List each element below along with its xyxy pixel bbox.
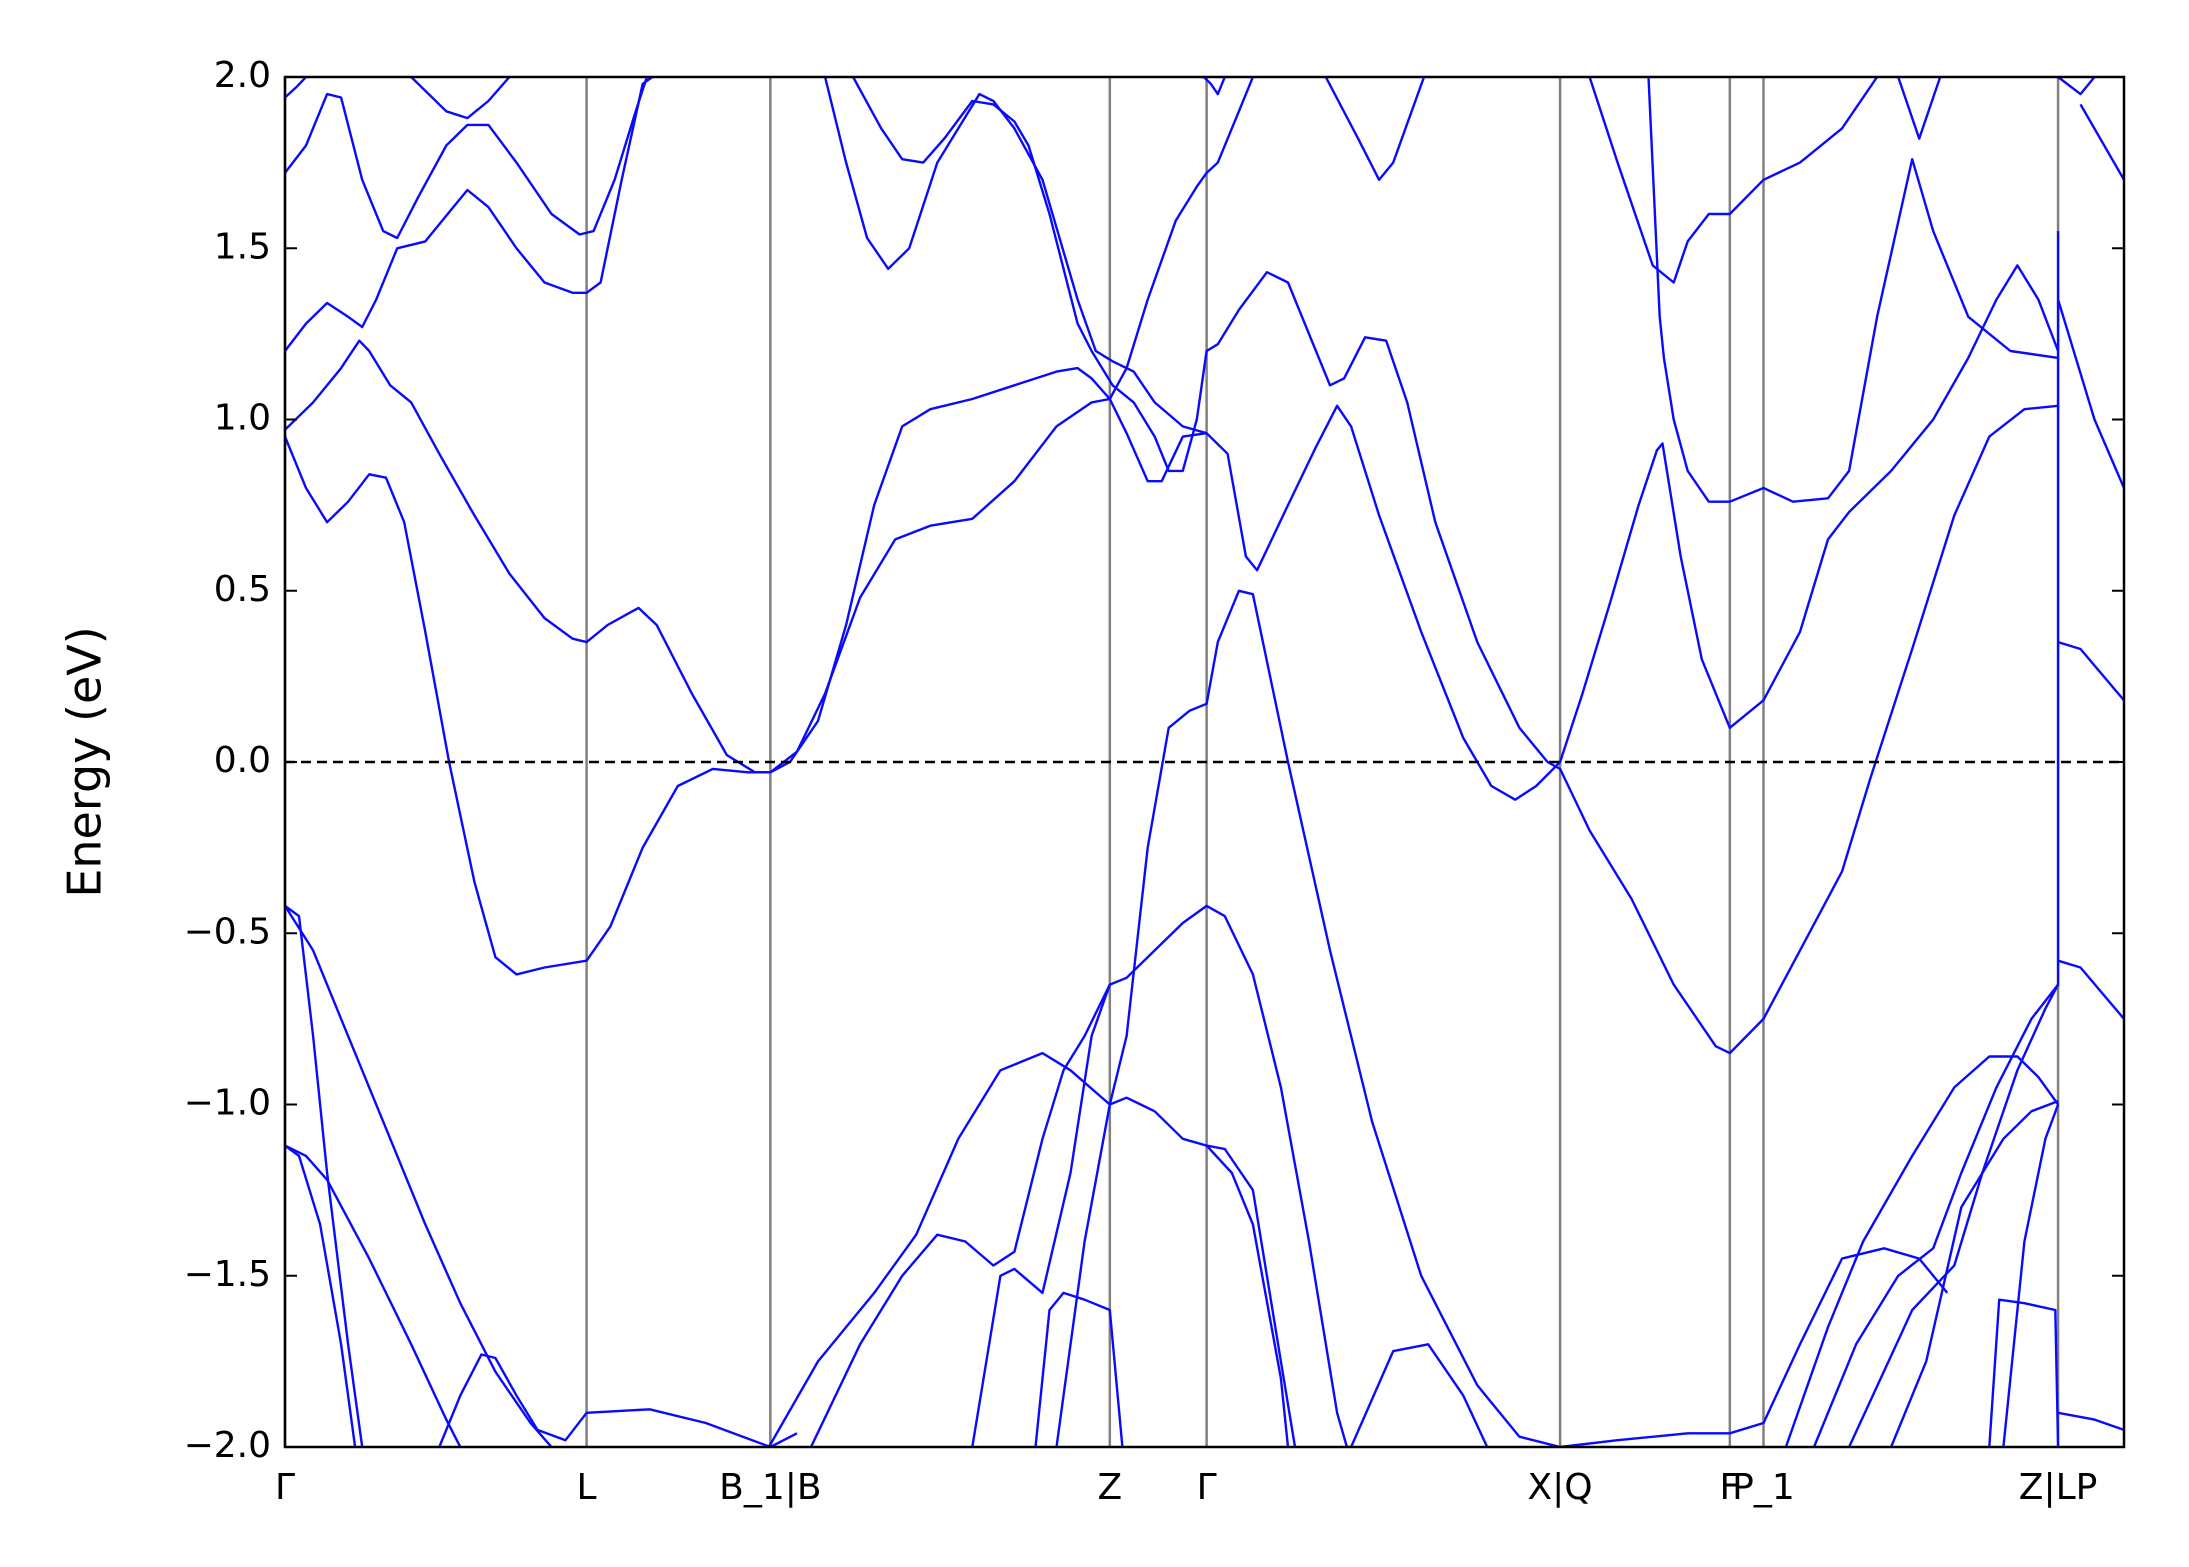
x-tick-label: P_1 (1732, 1467, 1795, 1508)
band-line (1812, 983, 2060, 1447)
band-line (438, 1353, 798, 1447)
band-line (2057, 77, 2096, 96)
y-tick-label: 0.5 (214, 569, 271, 610)
band-line (1205, 1144, 1290, 1447)
band-line (2002, 1104, 2060, 1447)
band-line (285, 264, 2060, 976)
band-line (285, 77, 654, 352)
band-line (1889, 1099, 2059, 1447)
band-line (410, 77, 511, 120)
y-axis-label: Energy (eV) (58, 626, 112, 897)
band-line (1350, 1343, 1489, 1447)
y-tick-label: 0.0 (214, 740, 271, 781)
band-line (285, 1144, 462, 1447)
axes-frame (283, 75, 2126, 1449)
y-tick-label: 1.5 (214, 226, 271, 267)
y-tick-label: −0.5 (184, 911, 271, 952)
band-line (285, 1144, 357, 1447)
band-line (1055, 589, 1949, 1447)
y-tick-label: 2.0 (214, 55, 271, 96)
x-tick-label: L (577, 1467, 597, 1508)
band-line (1647, 77, 2059, 503)
band-line (1897, 77, 1942, 140)
tick-layer: −2.0 −1.5 −1.0 −0.5 0.0 0.5 1.0 1.5 2.0 Γ L B_1|B Z Γ… (184, 55, 2124, 1508)
x-tick-label: B_1|B (719, 1467, 821, 1508)
band-line (2057, 959, 2124, 1020)
x-tick-label: Γ (275, 1467, 295, 1508)
band-line (2056, 299, 2124, 489)
band-line (285, 905, 553, 1447)
x-tick-label: Z (1097, 1467, 1122, 1508)
band-line (2057, 1411, 2124, 1432)
band-line (1324, 77, 1426, 181)
y-tick-label: −1.0 (184, 1083, 271, 1124)
band-line (285, 77, 307, 99)
x-tick-label: X|Q (1528, 1467, 1593, 1508)
band-line (1034, 1291, 1124, 1447)
band-line (823, 77, 1207, 435)
band-line (2057, 640, 2124, 702)
band-line (971, 984, 1111, 1447)
y-tick-label: −1.5 (184, 1254, 271, 1295)
x-tick-label: Γ (1197, 1467, 1217, 1508)
band-line (285, 77, 1255, 774)
x-tick-label: Z|LP (2019, 1467, 2098, 1508)
band-line (1784, 1055, 2060, 1447)
band-line (852, 77, 2059, 1055)
y-tick-label: 1.0 (214, 398, 271, 439)
x-tick-label: F (1719, 1467, 1740, 1508)
band-line (285, 77, 649, 240)
band-line (1988, 1298, 2060, 1447)
band-layer (285, 77, 2124, 1447)
band-line (2079, 103, 2124, 181)
y-tick-label: −2.0 (184, 1425, 271, 1466)
band-line (285, 904, 364, 1447)
band-line (1588, 77, 1879, 284)
band-line (1202, 77, 1226, 96)
